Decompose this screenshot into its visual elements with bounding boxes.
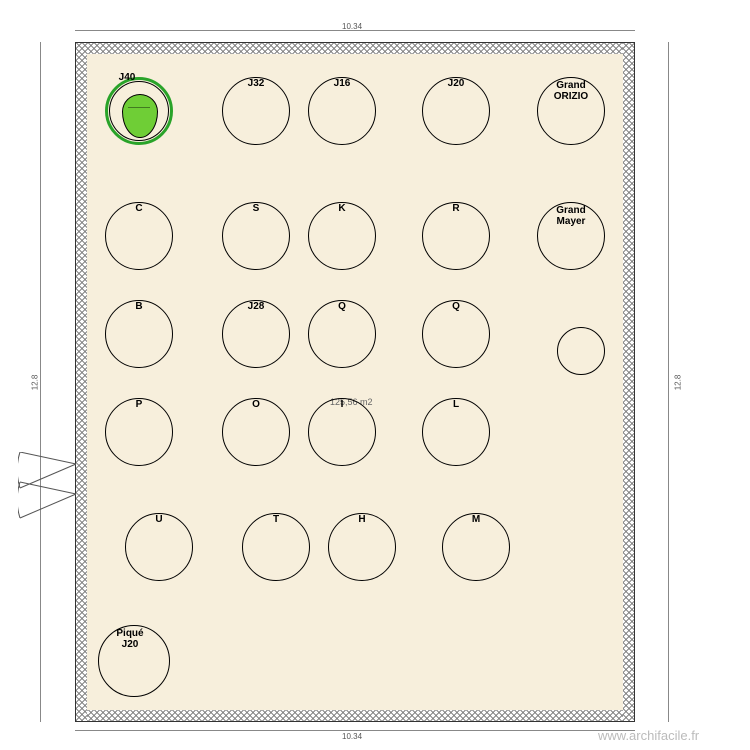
circle-label-3: J20 xyxy=(426,79,486,90)
circle-label-5: C xyxy=(109,204,169,215)
dim-top-outer: 10.34 xyxy=(342,22,362,31)
circle-label-11: J28 xyxy=(226,302,286,313)
wall-bottom xyxy=(76,710,634,721)
circle-label-23: Piqué J20 xyxy=(100,629,160,650)
circle-label-20: T xyxy=(246,515,306,526)
circle-label-12: Q xyxy=(312,302,372,313)
circle-label-22: M xyxy=(446,515,506,526)
outer-wall xyxy=(75,42,635,722)
circle-label-16: O xyxy=(226,400,286,411)
circle-label-19: U xyxy=(129,515,189,526)
dim-right-outer: 12.8 xyxy=(673,375,682,391)
circle-label-2: J16 xyxy=(312,79,372,90)
circle-label-4: Grand ORIZIO xyxy=(541,81,601,102)
dim-bot-outer: 10.34 xyxy=(342,732,362,741)
dim-bot-outer-line xyxy=(75,730,635,731)
circle-label-0: J40 xyxy=(97,73,157,84)
circle-14 xyxy=(557,327,605,375)
circle-label-9: Grand Mayer xyxy=(541,206,601,227)
circle-label-10: B xyxy=(109,302,169,313)
wall-right xyxy=(623,43,634,721)
circle-label-6: S xyxy=(226,204,286,215)
circle-label-21: H xyxy=(332,515,392,526)
floorplan-canvas: 10.34 10.04 10.34 10.04 12.8 12.5 12.8 1… xyxy=(0,0,750,750)
circle-label-18: L xyxy=(426,400,486,411)
j40-shield-line xyxy=(128,107,150,108)
circle-label-15: P xyxy=(109,400,169,411)
room-interior xyxy=(87,54,623,710)
dim-left-outer-line xyxy=(40,42,41,722)
wall-left xyxy=(76,43,87,721)
circle-label-17: I xyxy=(312,400,372,411)
wall-top xyxy=(76,43,634,54)
circle-label-1: J32 xyxy=(226,79,286,90)
circle-label-8: R xyxy=(426,204,486,215)
door-icon xyxy=(18,452,88,532)
dim-left-outer: 12.8 xyxy=(30,375,39,391)
dim-right-outer-line xyxy=(668,42,669,722)
circle-label-13: Q xyxy=(426,302,486,313)
watermark: www.archifacile.fr xyxy=(598,728,699,743)
circle-label-7: K xyxy=(312,204,372,215)
